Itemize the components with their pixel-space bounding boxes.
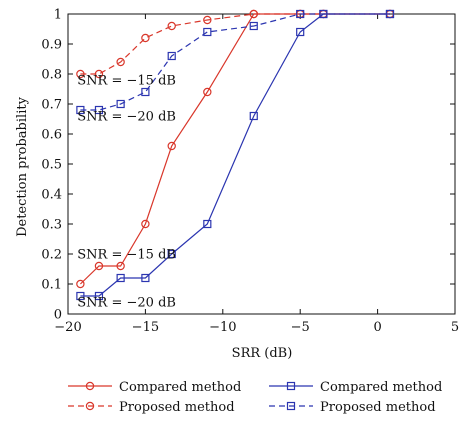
y-tick-label: 0.9 <box>41 38 62 53</box>
data-point <box>249 21 258 31</box>
series-line <box>80 13 390 297</box>
x-tick-label: −15 <box>132 320 159 335</box>
data-point <box>94 69 104 79</box>
data-point <box>141 273 150 283</box>
data-point <box>141 219 150 229</box>
series-3 <box>76 9 395 115</box>
y-tick-label: 0.6 <box>41 128 62 143</box>
data-point <box>167 21 176 31</box>
legend-marker-circle <box>85 381 95 391</box>
data-point <box>141 33 150 43</box>
data-point <box>76 69 85 79</box>
data-point <box>141 87 150 97</box>
data-point <box>249 111 258 121</box>
y-axis-label: Detection probability <box>15 96 30 236</box>
data-point <box>94 105 104 115</box>
y-tick-label: 0 <box>54 308 62 323</box>
snr-annotation: SNR = −20 dB <box>77 110 176 125</box>
series-lines <box>76 9 395 301</box>
legend-marker-square <box>286 381 296 391</box>
y-tick-label: 0.1 <box>41 278 62 293</box>
data-point <box>76 105 85 115</box>
series-1 <box>76 9 395 79</box>
data-point <box>116 261 125 271</box>
x-tick-label: 0 <box>373 320 381 335</box>
data-point <box>76 291 85 301</box>
plot-area-border <box>67 13 456 315</box>
series-line <box>80 13 390 75</box>
snr-annotation: SNR = −20 dB <box>77 296 176 311</box>
legend-label: Compared method <box>119 380 241 395</box>
legend-item-red-compared: Compared method <box>68 380 241 395</box>
data-point <box>116 57 125 67</box>
series-0 <box>76 9 395 289</box>
x-tick-label: −20 <box>54 320 81 335</box>
legend-label: Compared method <box>320 380 442 395</box>
data-point <box>203 15 212 25</box>
series-line <box>79 13 390 285</box>
y-tick-label: 0.8 <box>41 68 62 83</box>
axis-ticks: −20 −15 −10 −5 0 5 0 0.1 0.2 0.3 0.4 0.5 0.6 0.7 0.8 0.… <box>41 8 459 336</box>
plot-frame <box>67 13 456 315</box>
data-point <box>319 9 328 19</box>
y-tick-label: 1 <box>54 8 62 23</box>
data-point <box>167 249 176 259</box>
data-point <box>385 9 395 19</box>
data-point <box>94 291 104 301</box>
x-axis-label: SRR (dB) <box>232 346 293 361</box>
data-point <box>116 99 125 109</box>
legend-item-blue-compared: Compared method <box>269 380 442 395</box>
series-line <box>80 13 390 111</box>
data-point <box>203 219 212 229</box>
data-point <box>203 27 212 37</box>
snr-annotation: SNR = −15 dB <box>77 74 176 89</box>
legend-item-blue-proposed: Proposed method <box>269 400 436 415</box>
x-tick-label: −5 <box>291 320 310 335</box>
data-point <box>94 261 104 271</box>
y-tick-label: 0.3 <box>41 218 62 233</box>
data-point <box>203 87 212 97</box>
annotations: SNR = −15 dB SNR = −20 dB SNR = −15 dB SNR … <box>77 74 176 311</box>
y-tick-label: 0.7 <box>41 98 62 113</box>
y-tick-label: 0.4 <box>41 188 62 203</box>
data-point <box>76 279 85 289</box>
legend-label: Proposed method <box>320 400 436 415</box>
data-point <box>296 9 305 19</box>
legend: Compared method Proposed method Compared… <box>68 380 442 415</box>
snr-annotation: SNR = −15 dB <box>77 248 176 263</box>
legend-item-red-proposed: Proposed method <box>68 400 235 415</box>
data-point <box>296 27 305 37</box>
data-point <box>167 141 176 151</box>
data-point <box>116 273 125 283</box>
data-point <box>249 9 258 19</box>
y-tick-label: 0.2 <box>41 248 62 263</box>
x-tick-label: −10 <box>209 320 236 335</box>
y-tick-label: 0.5 <box>41 158 62 173</box>
legend-label: Proposed method <box>119 400 235 415</box>
legend-marker-square <box>286 401 296 411</box>
x-tick-label: 5 <box>451 320 459 335</box>
legend-marker-circle <box>85 401 95 411</box>
data-point <box>167 51 176 61</box>
